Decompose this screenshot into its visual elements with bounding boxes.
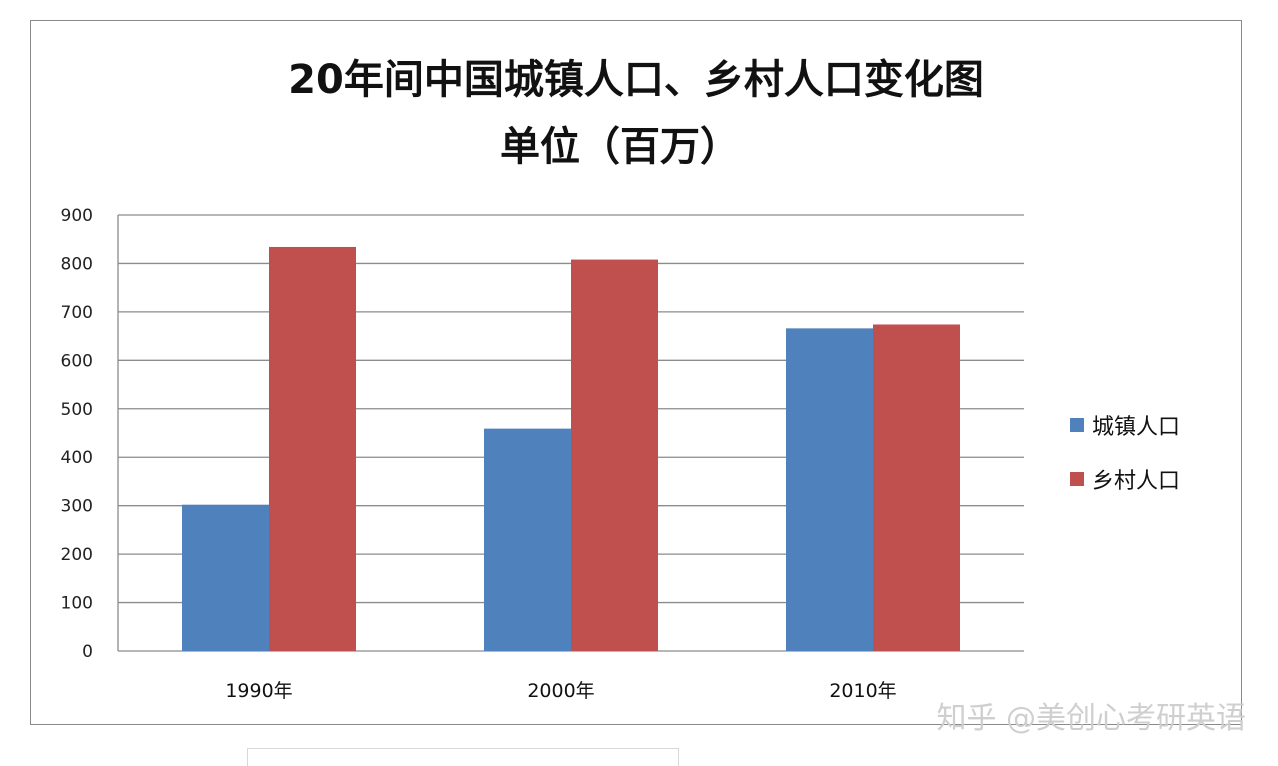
bar-rural-2010年 — [873, 324, 960, 651]
legend-label-urban: 城镇人口 — [1092, 415, 1180, 440]
x-tick-label: 2010年 — [829, 680, 896, 702]
legend-swatch-urban — [1070, 418, 1084, 432]
y-tick-label: 900 — [61, 206, 93, 226]
y-tick-label: 300 — [61, 497, 93, 517]
y-tick-label: 500 — [61, 400, 93, 420]
watermark-text: 知乎 @美创心考研英语 — [936, 701, 1246, 736]
bar-rural-2000年 — [571, 259, 658, 651]
legend-label-rural: 乡村人口 — [1092, 469, 1180, 494]
y-tick-label: 400 — [61, 448, 93, 468]
bar-urban-1990年 — [182, 504, 269, 651]
y-tick-label: 100 — [61, 594, 93, 614]
chart-subtitle: 单位（百万） — [500, 124, 740, 170]
legend-swatch-rural — [1070, 472, 1084, 486]
y-tick-label: 700 — [61, 303, 93, 323]
y-tick-label: 0 — [82, 642, 93, 662]
bar-urban-2010年 — [786, 328, 873, 651]
axes: 0 100 200 300 400 500 600 700 800 900 1990年 2000年 20… — [61, 206, 897, 702]
bar-rural-1990年 — [269, 246, 356, 651]
chart-title: 20年间中国城镇人口、乡村人口变化图 — [288, 57, 984, 103]
bars — [182, 246, 960, 651]
x-tick-label: 1990年 — [225, 680, 292, 702]
y-tick-label: 800 — [61, 254, 93, 274]
bottom-caption-box — [247, 748, 679, 766]
y-tick-label: 200 — [61, 545, 93, 565]
bar-urban-2000年 — [484, 428, 571, 651]
x-tick-label: 2000年 — [527, 680, 594, 702]
y-tick-label: 600 — [61, 351, 93, 371]
